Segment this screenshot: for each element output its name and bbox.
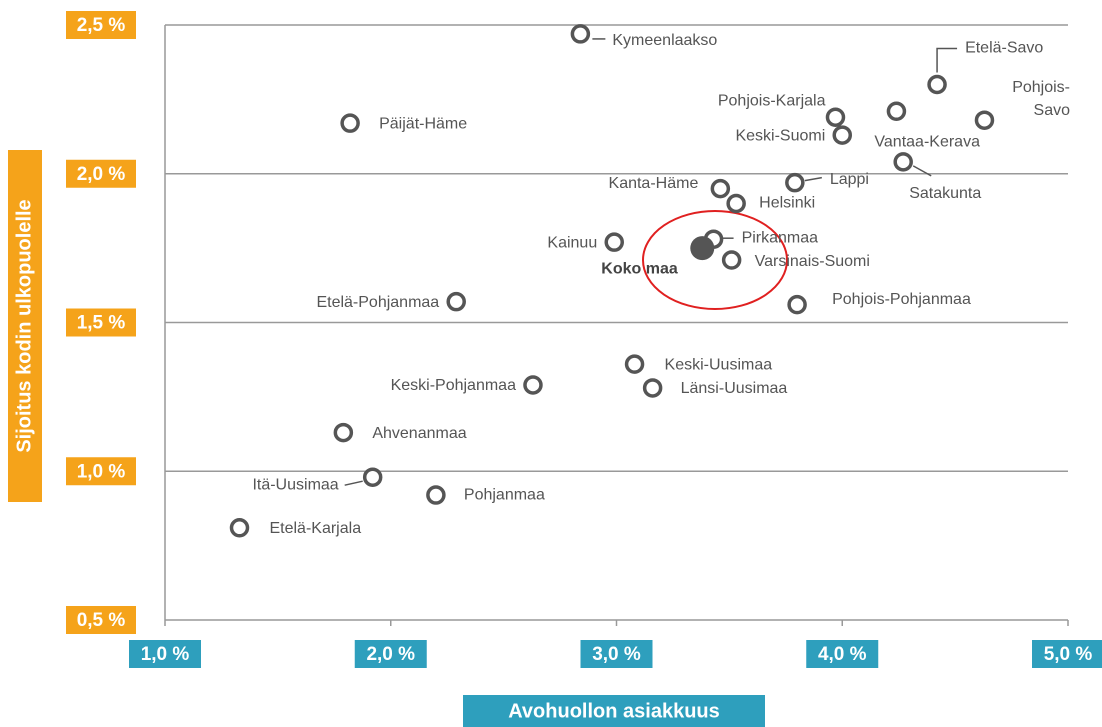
point	[825, 107, 846, 127]
leader-line	[344, 480, 363, 486]
y-tick-box	[66, 11, 136, 39]
point-label: Pohjois- Savo	[1012, 79, 1070, 119]
x-tick-label: 5,0 %	[1044, 644, 1093, 665]
point-label: Pohjois-Pohjanmaa	[832, 291, 971, 308]
point	[624, 354, 645, 374]
point	[570, 24, 591, 44]
x-tick-label: 2,0 %	[366, 644, 415, 665]
point-label: Koko maa	[601, 260, 678, 277]
x-axis-title-box	[463, 695, 765, 727]
point	[229, 518, 250, 538]
y-tick-box	[66, 457, 136, 486]
point	[787, 294, 807, 315]
leader-line	[936, 47, 958, 73]
y-tick-label: 1,0 %	[77, 461, 126, 482]
point	[785, 172, 805, 193]
point-label: Varsinais-Suomi	[755, 253, 870, 270]
point	[642, 378, 663, 398]
point-label: Pohjois-Karjala	[718, 92, 826, 109]
point-label: Länsi-Uusimaa	[681, 380, 788, 397]
point	[832, 125, 852, 145]
x-tick-box	[129, 640, 201, 668]
highlight-ellipse	[642, 210, 788, 310]
point-label: Keski-Suomi	[735, 127, 825, 144]
point-label: Itä-Uusimaa	[252, 476, 338, 493]
point-label: Keski-Pohjanmaa	[391, 377, 517, 394]
point-label: Kainuu	[547, 234, 597, 251]
y-tick-box	[66, 606, 136, 634]
point-label: Etelä-Savo	[965, 40, 1043, 57]
y-axis-title: Sijoitus kodin ulkopuolelle	[13, 199, 35, 452]
point	[523, 375, 543, 395]
x-tick-box	[1032, 640, 1102, 668]
point	[721, 250, 742, 270]
point	[893, 152, 913, 172]
point-label: Kanta-Häme	[609, 175, 699, 192]
x-tick-box	[806, 640, 879, 668]
point-label: Helsinki	[759, 195, 815, 212]
x-tick-label: 3,0 %	[592, 644, 641, 665]
point-filled	[690, 236, 715, 261]
point-label: Etelä-Karjala	[269, 520, 361, 537]
x-tick-label: 4,0 %	[818, 644, 867, 665]
x-tick-box	[580, 640, 653, 668]
point	[927, 74, 947, 95]
point	[446, 291, 466, 312]
point-label: Ahvenanmaa	[372, 425, 466, 442]
point-label: Lappi	[830, 171, 869, 188]
point-label: Pirkanmaa	[742, 229, 819, 246]
x-tick-box	[354, 640, 427, 668]
point	[604, 232, 624, 252]
point-label: Kymeenlaakso	[612, 32, 717, 49]
y-tick-box	[66, 308, 136, 337]
y-tick-label: 2,5 %	[77, 15, 126, 36]
point-label: Päijät-Häme	[379, 115, 467, 132]
leader-line	[804, 176, 822, 182]
point	[886, 101, 907, 122]
point	[333, 422, 354, 443]
leader-line	[912, 165, 932, 177]
point-label: Vantaa-Kerava	[874, 133, 980, 150]
point-label-line: Pohjois-	[1012, 79, 1070, 96]
point-label: Pohjanmaa	[464, 486, 545, 503]
point-label: Satakunta	[909, 185, 981, 202]
x-tick-label: 1,0 %	[141, 644, 190, 665]
y-tick-label: 0,5 %	[77, 610, 126, 631]
y-tick-label: 1,5 %	[77, 313, 126, 334]
point	[974, 110, 995, 130]
point-label-line: Savo	[1034, 102, 1071, 119]
point	[426, 485, 446, 505]
point-label: Etelä-Pohjanmaa	[316, 294, 439, 311]
x-axis-title: Avohuollon asiakkuus	[508, 700, 720, 722]
point	[726, 193, 746, 214]
y-tick-box	[66, 159, 136, 188]
point	[710, 178, 731, 199]
point-label: Keski-Uusimaa	[665, 356, 773, 373]
point	[340, 113, 360, 133]
y-tick-label: 2,0 %	[77, 164, 126, 185]
point	[362, 467, 383, 487]
y-axis-title-box	[8, 150, 42, 502]
